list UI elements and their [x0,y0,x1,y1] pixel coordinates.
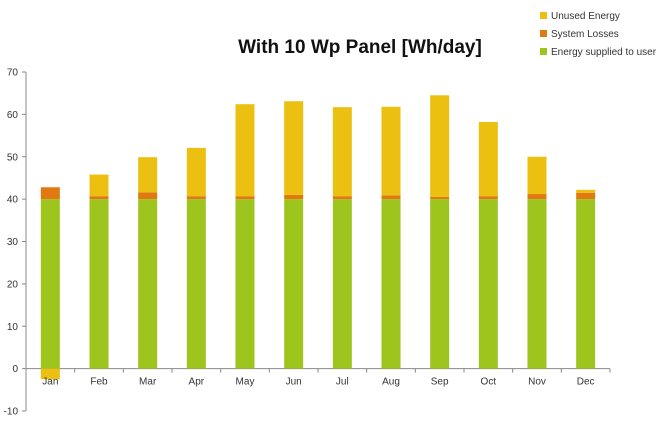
bar-system-losses-sep [430,197,450,200]
bars [40,95,596,380]
bar-energy-supplied-to-user-feb [89,199,109,369]
legend-label-unused-energy: Unused Energy [551,11,620,22]
bar-energy-supplied-to-user-dec [576,199,596,369]
bar-unused-energy-mar [138,157,158,193]
legend-label-system-losses: System Losses [551,29,619,40]
bar-energy-supplied-to-user-may [235,199,255,369]
bar-system-losses-jul [332,196,352,200]
legend-swatch-system-losses [540,30,547,37]
bar-unused-energy-jun [284,101,304,195]
bar-system-losses-feb [89,196,109,200]
bar-unused-energy-feb [89,174,109,197]
bar-system-losses-jun [284,194,304,200]
bar-unused-energy-jul [332,107,352,197]
y-tick-label: 30 [7,237,19,248]
x-tick-label: Nov [528,377,546,388]
bar-system-losses-dec [576,192,596,200]
legend-swatch-energy-supplied-to-user [540,48,547,55]
y-tick-label: 10 [7,322,19,333]
bar-energy-supplied-to-user-jan [40,199,60,369]
bar-system-losses-aug [381,195,401,200]
bar-energy-supplied-to-user-apr [186,199,206,369]
x-tick-label: Jul [336,377,349,388]
bar-unused-energy-aug [381,106,401,196]
x-tick-label: Feb [90,377,108,388]
x-tick-label: Jan [42,377,58,388]
bar-unused-energy-dec [576,189,596,193]
y-tick-label: -10 [4,407,19,418]
x-tick-label: Mar [139,377,157,388]
legend-label-energy-supplied-to-user: Energy supplied to user [551,47,657,58]
bar-energy-supplied-to-user-mar [138,199,158,369]
legend: Unused Energy System Losses Energy supplie… [540,11,657,58]
bar-energy-supplied-to-user-oct [478,199,498,369]
y-tick-label: 60 [7,110,19,121]
x-tick-label: Jun [286,377,302,388]
x-tick-label: May [236,377,255,388]
x-tick-label: Oct [481,377,497,388]
bar-system-losses-oct [478,196,498,200]
y-tick-label: 40 [7,195,19,206]
x-tick-label: Aug [382,377,400,388]
x-tick-labels: Jan Feb Mar Apr May Jun Jul Aug Sep Oct Nov Dec [42,377,594,388]
bar-system-losses-may [235,196,255,200]
axes: -10 0 10 20 30 40 50 60 70 [4,68,611,418]
chart-title: With 10 Wp Panel [Wh/day] [238,37,482,58]
bar-system-losses-nov [527,194,547,200]
x-tick-label: Sep [431,377,449,388]
bar-unused-energy-jan [40,368,60,380]
bar-system-losses-mar [138,192,158,200]
y-tick-label: 50 [7,152,19,163]
bar-energy-supplied-to-user-nov [527,199,547,369]
bar-unused-energy-may [235,104,255,197]
y-tick-label: 0 [12,364,18,375]
bar-energy-supplied-to-user-jun [284,199,304,369]
bar-system-losses-apr [186,196,206,200]
bar-unused-energy-oct [478,122,498,197]
bar-energy-supplied-to-user-aug [381,199,401,369]
y-tick-label: 70 [7,68,19,79]
bar-unused-energy-nov [527,156,547,195]
x-tick-label: Apr [189,377,205,388]
x-tick-label: Dec [577,377,595,388]
bar-system-losses-jan [40,187,60,200]
bar-energy-supplied-to-user-sep [430,199,450,369]
bar-unused-energy-apr [186,147,206,197]
bar-unused-energy-sep [430,95,450,198]
bar-energy-supplied-to-user-jul [332,199,352,369]
y-tick-label: 20 [7,279,19,290]
legend-swatch-unused-energy [540,12,547,19]
